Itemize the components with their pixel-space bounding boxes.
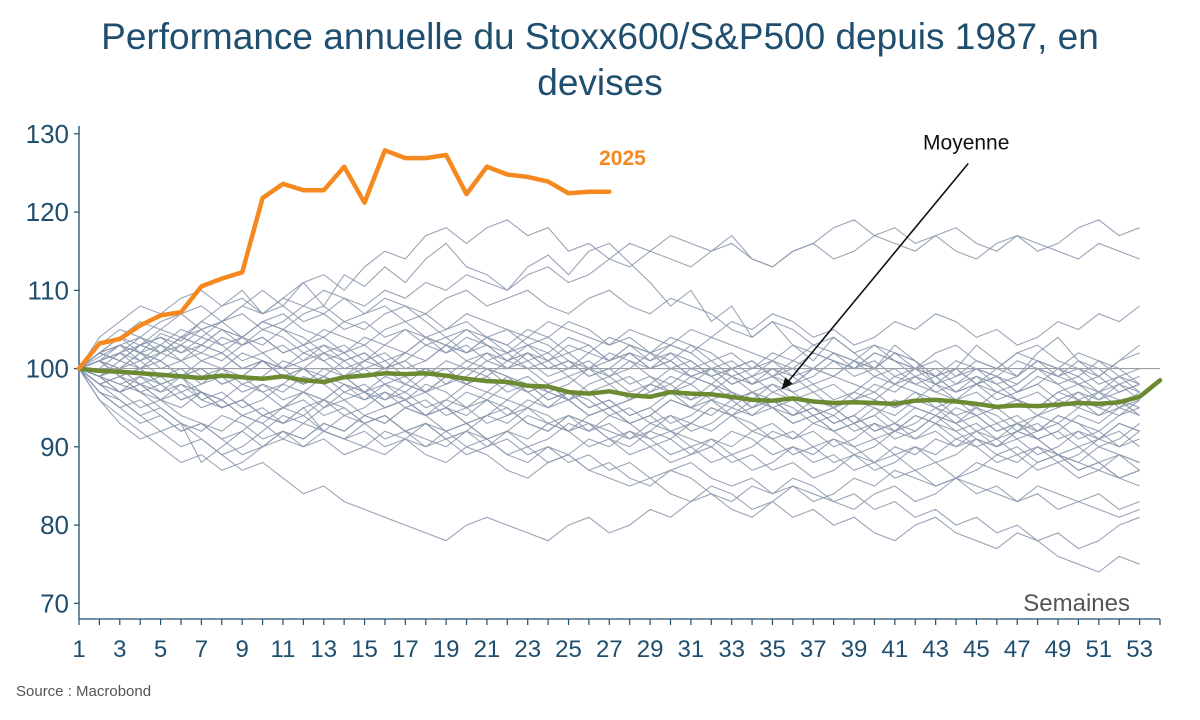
x-tick-label: 1 bbox=[72, 636, 85, 663]
x-tick-label: 11 bbox=[271, 636, 296, 663]
x-tick-label: 21 bbox=[474, 636, 501, 663]
history-line-2020 bbox=[78, 368, 1140, 464]
average-series-group bbox=[76, 366, 1163, 410]
history-line-1988 bbox=[78, 219, 1140, 370]
x-tick-label: 35 bbox=[759, 636, 786, 663]
x-tick-label: 31 bbox=[678, 636, 705, 663]
history-line-1993 bbox=[78, 227, 1140, 370]
y-tick-label: 120 bbox=[26, 197, 69, 227]
y-tick-label: 130 bbox=[26, 119, 69, 149]
x-tick-label: 27 bbox=[596, 636, 623, 663]
y-tick-label: 110 bbox=[28, 275, 69, 305]
x-tick-label: 47 bbox=[1004, 636, 1031, 663]
highlight-line-2025 bbox=[76, 148, 612, 371]
source-note: Source : Macrobond bbox=[16, 683, 152, 700]
x-tick-label: 41 bbox=[881, 636, 908, 663]
x-tick-label: 37 bbox=[800, 636, 827, 663]
x-tick-label: 13 bbox=[310, 636, 337, 663]
x-tick-label: 19 bbox=[433, 636, 460, 663]
history-line-2021 bbox=[78, 328, 1140, 393]
history-line-2009 bbox=[78, 336, 1140, 456]
annotations: 2025 Moyenne bbox=[599, 131, 1009, 390]
x-tick-label: 43 bbox=[922, 636, 949, 663]
chart-title: Performance annuelle du Stoxx600/S&P500 … bbox=[0, 14, 1200, 106]
y-tick-label: 70 bbox=[40, 588, 69, 618]
y-tick-label: 90 bbox=[40, 432, 69, 462]
x-tick-label: 17 bbox=[392, 636, 419, 663]
history-line-1990 bbox=[78, 368, 1140, 542]
x-tick-label: 5 bbox=[154, 636, 167, 663]
history-series-group bbox=[78, 219, 1140, 573]
history-line-1991 bbox=[78, 289, 1140, 378]
history-line-2024 bbox=[78, 368, 1140, 448]
average-line bbox=[76, 366, 1163, 410]
history-line-2017 bbox=[78, 328, 1140, 393]
y-tick-label: 80 bbox=[40, 510, 69, 540]
history-line-2012 bbox=[78, 352, 1140, 417]
label-moyenne: Moyenne bbox=[923, 131, 1009, 154]
history-line-2022 bbox=[78, 368, 1140, 471]
x-tick-label: 33 bbox=[718, 636, 745, 663]
history-line-1987 bbox=[78, 242, 1140, 385]
highlight-series-group bbox=[76, 148, 612, 371]
history-line-2004 bbox=[78, 305, 1140, 385]
x-axis-label: Semaines bbox=[1023, 590, 1130, 617]
x-tick-label: 15 bbox=[351, 636, 378, 663]
x-tick-label: 39 bbox=[841, 636, 868, 663]
x-tick-label: 49 bbox=[1045, 636, 1072, 663]
x-tick-label: 23 bbox=[514, 636, 541, 663]
chart-title-line-1: Performance annuelle du Stoxx600/S&P500 … bbox=[101, 16, 1099, 57]
x-tick-label: 51 bbox=[1085, 636, 1112, 663]
history-line-2007 bbox=[78, 368, 1140, 479]
x-tick-label: 9 bbox=[235, 636, 248, 663]
x-tick-label: 45 bbox=[963, 636, 990, 663]
y-tick-label: 100 bbox=[26, 354, 69, 384]
x-tick-label: 53 bbox=[1126, 636, 1153, 663]
x-tick-label: 29 bbox=[637, 636, 664, 663]
x-tick-label: 7 bbox=[195, 636, 208, 663]
history-line-2013 bbox=[78, 328, 1140, 393]
x-tick-label: 3 bbox=[113, 636, 126, 663]
chart-title-line-2: devises bbox=[537, 62, 663, 103]
x-tick-label: 25 bbox=[555, 636, 582, 663]
history-line-2008 bbox=[78, 352, 1140, 432]
moyenne-arrow bbox=[781, 162, 969, 390]
label-2025: 2025 bbox=[599, 147, 646, 170]
